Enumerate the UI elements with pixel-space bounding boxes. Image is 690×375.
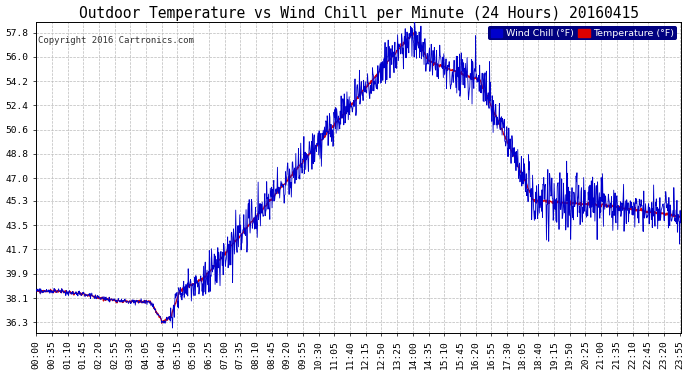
- Legend: Wind Chill (°F), Temperature (°F): Wind Chill (°F), Temperature (°F): [488, 27, 677, 40]
- Text: Copyright 2016 Cartronics.com: Copyright 2016 Cartronics.com: [38, 36, 194, 45]
- Title: Outdoor Temperature vs Wind Chill per Minute (24 Hours) 20160415: Outdoor Temperature vs Wind Chill per Mi…: [79, 6, 639, 21]
